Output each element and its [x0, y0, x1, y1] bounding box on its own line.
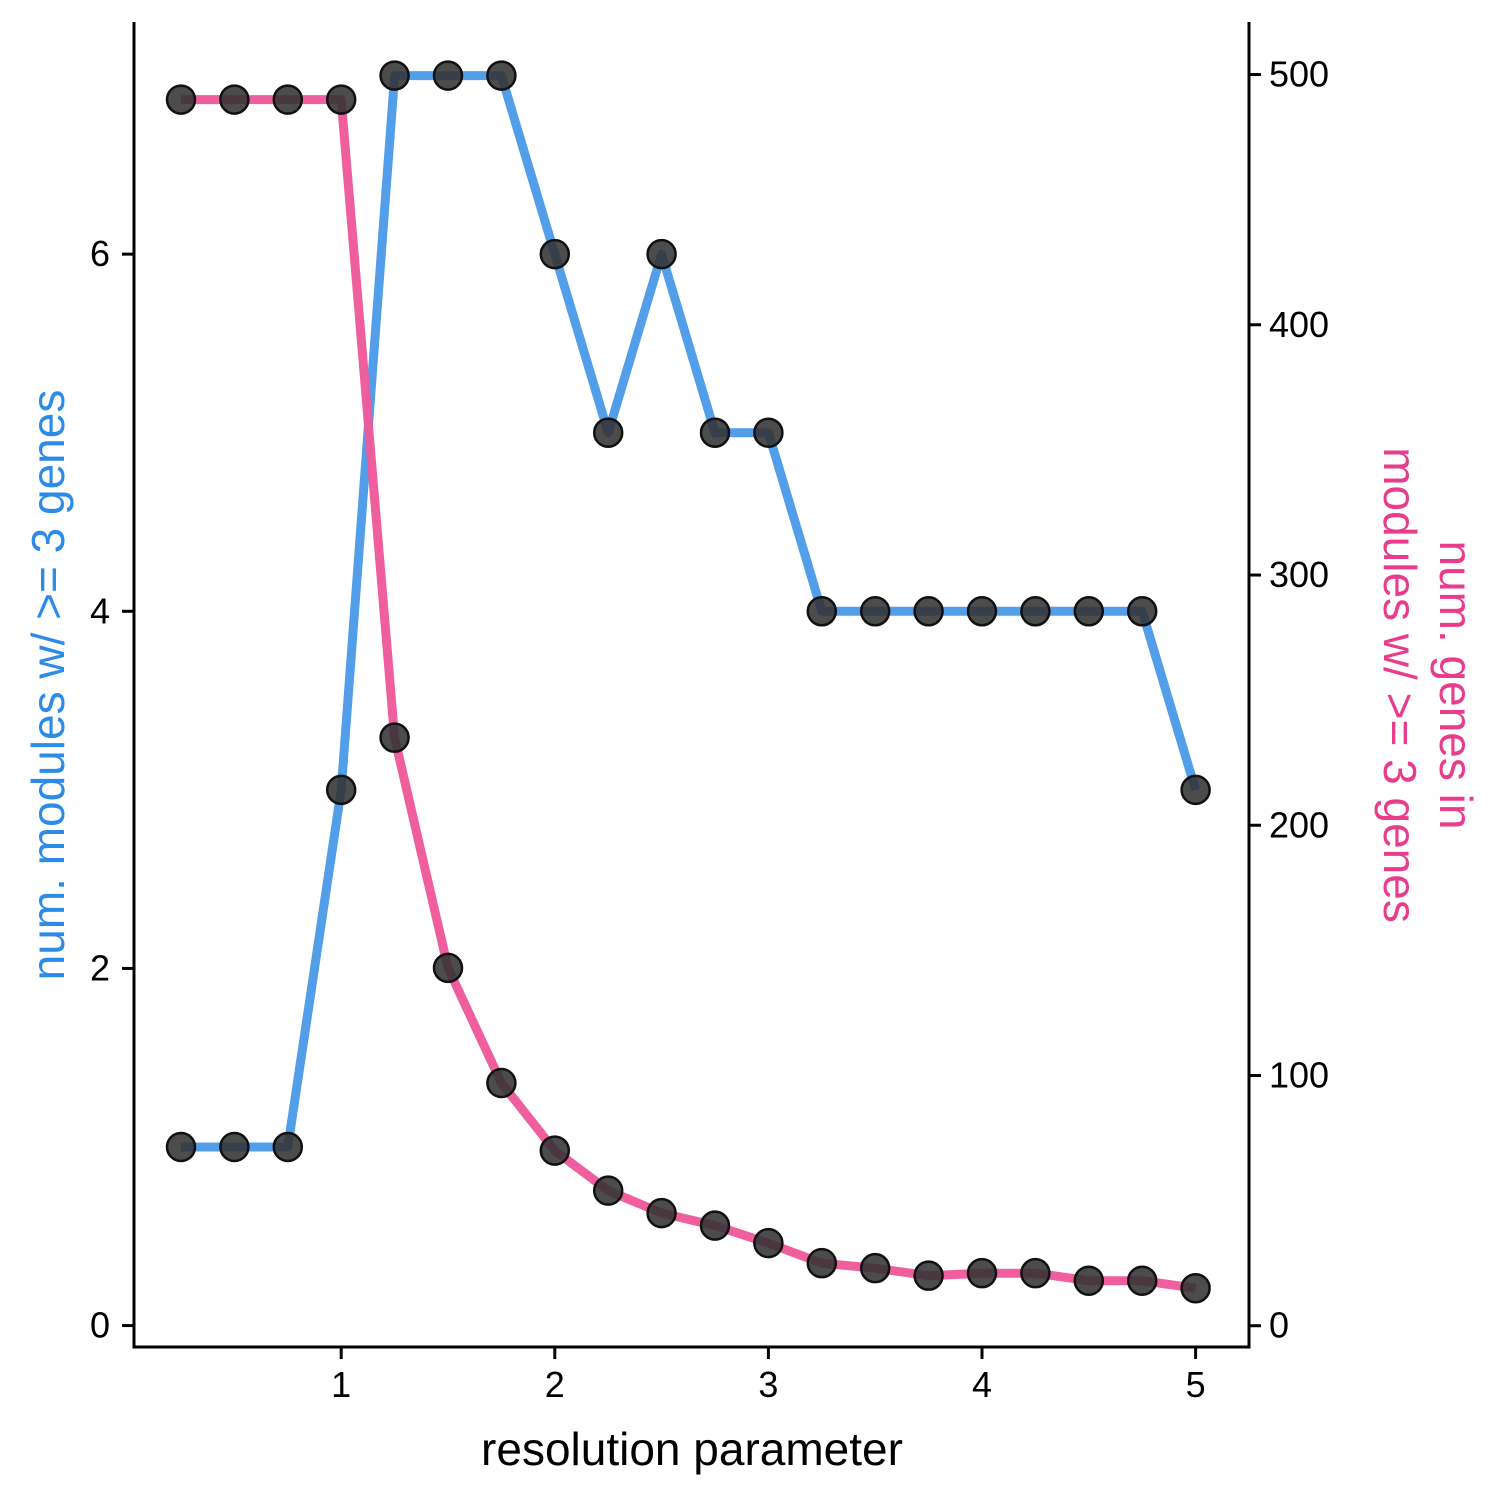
right-y-axis-title-line-1: num. genes in [1430, 541, 1482, 830]
data-point-left [325, 774, 357, 806]
data-point-right [859, 1252, 891, 1284]
data-point-left [165, 1131, 197, 1163]
data-point-right [432, 952, 464, 984]
data-point-left [379, 60, 410, 91]
data-point-right [1126, 1265, 1158, 1296]
left-y-tick-label: 6 [90, 233, 110, 274]
data-point-left [699, 417, 731, 448]
data-point-right [913, 1260, 944, 1291]
x-tick-label: 1 [331, 1364, 351, 1405]
left-y-tick-label: 0 [90, 1305, 110, 1346]
data-point-right [966, 1257, 998, 1289]
data-point-left [859, 596, 891, 627]
data-point-left [272, 1131, 304, 1163]
data-point-left [1126, 596, 1158, 627]
x-tick-label: 5 [1186, 1364, 1206, 1405]
data-point-right [219, 84, 250, 115]
data-point-right [699, 1210, 731, 1241]
data-point-right [646, 1197, 677, 1229]
data-point-right [806, 1247, 838, 1279]
series-line-right [181, 95, 1197, 1293]
left-y-tick-label: 2 [90, 947, 110, 988]
data-point-left [1020, 596, 1051, 627]
right-y-axis-title-line-2: modules w/ >= 3 genes [1374, 447, 1426, 923]
data-point-left [219, 1131, 250, 1163]
data-point-right [592, 1175, 624, 1206]
data-point-right [753, 1227, 784, 1259]
data-point-right [1180, 1272, 1211, 1304]
right-y-tick-label: 400 [1269, 304, 1329, 345]
data-point-right [379, 722, 410, 753]
data-point-right [1020, 1257, 1051, 1289]
data-point-left [966, 596, 998, 627]
data-point-left [1073, 596, 1105, 627]
left-y-axis-title: num. modules w/ >= 3 genes [22, 390, 74, 981]
data-point-right [165, 84, 197, 115]
data-point-right [486, 1067, 517, 1099]
right-y-tick-label: 100 [1269, 1054, 1329, 1095]
data-point-left [753, 417, 784, 448]
data-point-left [539, 238, 571, 270]
x-tick-label: 4 [972, 1364, 992, 1405]
data-point-right [539, 1135, 571, 1166]
data-point-right [1073, 1265, 1105, 1296]
data-point-right [272, 84, 304, 115]
axes [122, 22, 1261, 1359]
right-y-tick-label: 300 [1269, 554, 1329, 595]
data-point-left [592, 417, 624, 448]
data-points [165, 60, 1211, 1304]
left-y-tick-label: 4 [90, 590, 110, 631]
data-point-left [1180, 774, 1211, 806]
tick-labels: 1 2 3 4 5 0 2 4 6 0 100 200 300 400 500 [90, 54, 1329, 1405]
data-point-left [913, 596, 944, 627]
x-tick-label: 2 [545, 1364, 565, 1405]
data-point-left [806, 596, 838, 627]
data-point-left [486, 60, 517, 91]
data-point-left [646, 238, 677, 270]
data-point-left [432, 60, 464, 91]
series-lines [181, 71, 1200, 1293]
right-y-tick-label: 500 [1269, 54, 1329, 95]
data-point-right [325, 84, 357, 115]
x-tick-label: 3 [758, 1364, 778, 1405]
right-y-tick-label: 200 [1269, 804, 1329, 845]
right-y-tick-label: 0 [1269, 1305, 1289, 1346]
x-axis-title: resolution parameter [481, 1423, 903, 1475]
